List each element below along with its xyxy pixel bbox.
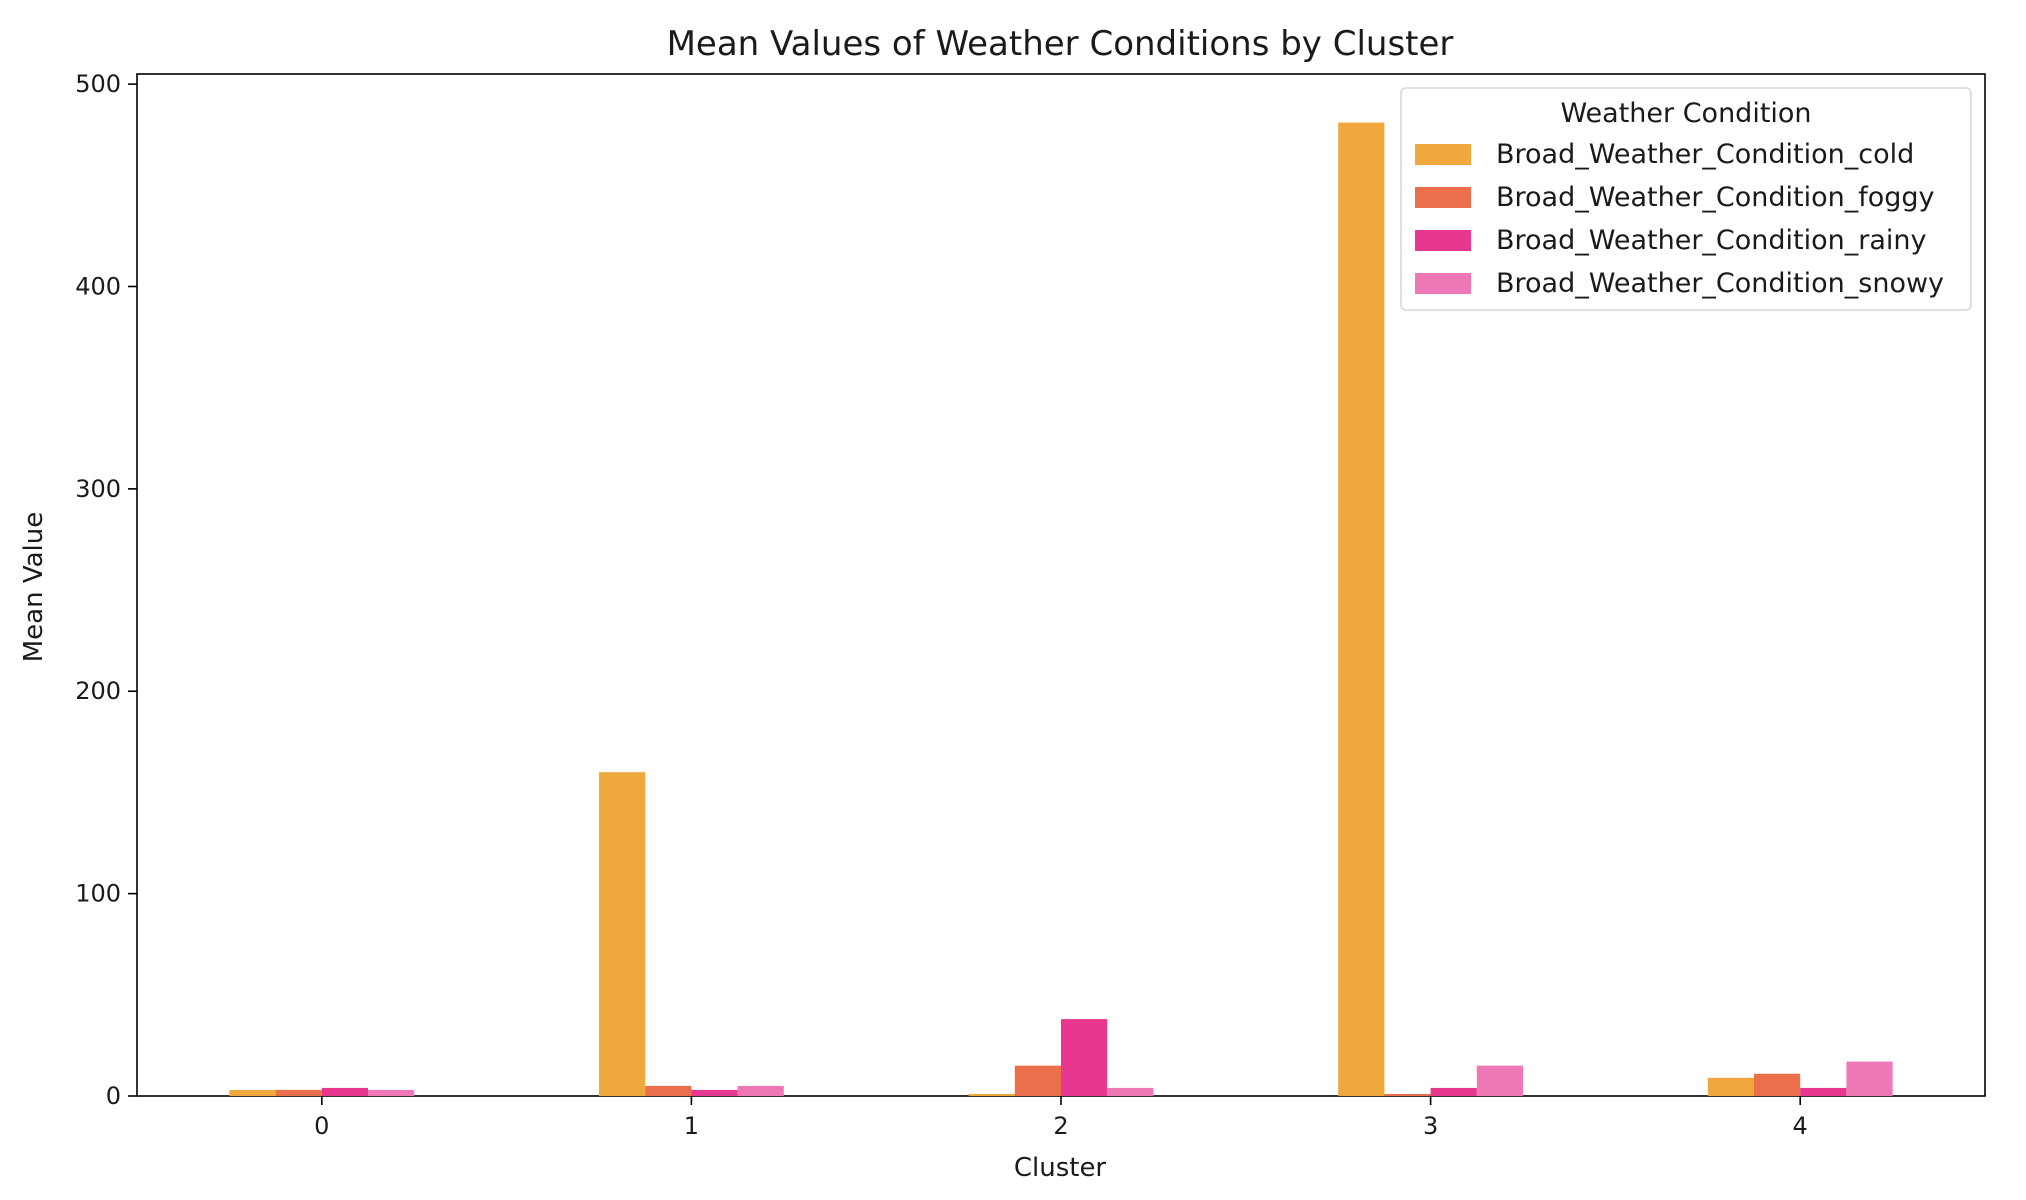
- x-tick-label: 4: [1793, 1112, 1808, 1140]
- x-tick-label: 0: [314, 1112, 329, 1140]
- bar-3-Broad_Weather_Condition_rainy: [1430, 1087, 1477, 1096]
- y-axis-label: Mean Value: [19, 512, 49, 663]
- bar-4-Broad_Weather_Condition_cold: [1707, 1077, 1754, 1096]
- legend-entry: Broad_Weather_Condition_cold: [1496, 139, 1914, 170]
- bar-0-Broad_Weather_Condition_snowy: [368, 1089, 415, 1096]
- bar-3-Broad_Weather_Condition_snowy: [1476, 1065, 1523, 1096]
- legend-entry: Broad_Weather_Condition_foggy: [1496, 182, 1935, 213]
- x-axis-label: Cluster: [1014, 1153, 1107, 1183]
- y-tick-label: 200: [75, 677, 121, 705]
- bar-3-Broad_Weather_Condition_cold: [1338, 122, 1385, 1096]
- bar-4-Broad_Weather_Condition_foggy: [1754, 1073, 1801, 1096]
- y-tick-label: 500: [75, 70, 121, 98]
- plot-area: 0 100 200 300 400 500 0 1 2 3 4: [75, 70, 1986, 1140]
- bar-1-Broad_Weather_Condition_foggy: [645, 1085, 692, 1096]
- legend-title: Weather Condition: [1560, 98, 1811, 129]
- y-tick-label: 400: [75, 272, 121, 300]
- bar-1-Broad_Weather_Condition_cold: [599, 772, 646, 1096]
- legend-swatch: [1415, 273, 1471, 294]
- bar-2-Broad_Weather_Condition_rainy: [1061, 1019, 1108, 1096]
- bar-2-Broad_Weather_Condition_snowy: [1107, 1087, 1154, 1096]
- bar-1-Broad_Weather_Condition_snowy: [737, 1085, 784, 1096]
- legend-swatch: [1415, 187, 1471, 208]
- legend: Weather Condition Broad_Weather_Condition…: [1400, 87, 1972, 311]
- bar-0-Broad_Weather_Condition_foggy: [275, 1089, 322, 1096]
- legend-box: [1400, 87, 1972, 311]
- bar-4-Broad_Weather_Condition_rainy: [1800, 1087, 1847, 1096]
- legend-entry: Broad_Weather_Condition_rainy: [1496, 225, 1927, 256]
- y-tick-label: 300: [75, 475, 121, 503]
- y-tick-label: 0: [106, 1082, 121, 1110]
- chart-title: Mean Values of Weather Conditions by Clu…: [667, 24, 1454, 64]
- legend-swatch: [1415, 230, 1471, 251]
- bar-1-Broad_Weather_Condition_rainy: [691, 1089, 738, 1096]
- bar-3-Broad_Weather_Condition_foggy: [1384, 1093, 1431, 1096]
- x-tick-label: 3: [1423, 1112, 1438, 1140]
- legend-entry: Broad_Weather_Condition_snowy: [1496, 268, 1944, 299]
- bar-2-Broad_Weather_Condition_cold: [968, 1093, 1015, 1096]
- bar-2-Broad_Weather_Condition_foggy: [1014, 1065, 1061, 1096]
- x-tick-label: 1: [684, 1112, 699, 1140]
- x-tick-label: 2: [1053, 1112, 1068, 1140]
- y-tick-label: 100: [75, 880, 121, 908]
- bar-4-Broad_Weather_Condition_snowy: [1846, 1061, 1893, 1096]
- bar-0-Broad_Weather_Condition_cold: [229, 1089, 276, 1096]
- bar-0-Broad_Weather_Condition_rainy: [321, 1087, 368, 1096]
- legend-swatch: [1415, 144, 1471, 165]
